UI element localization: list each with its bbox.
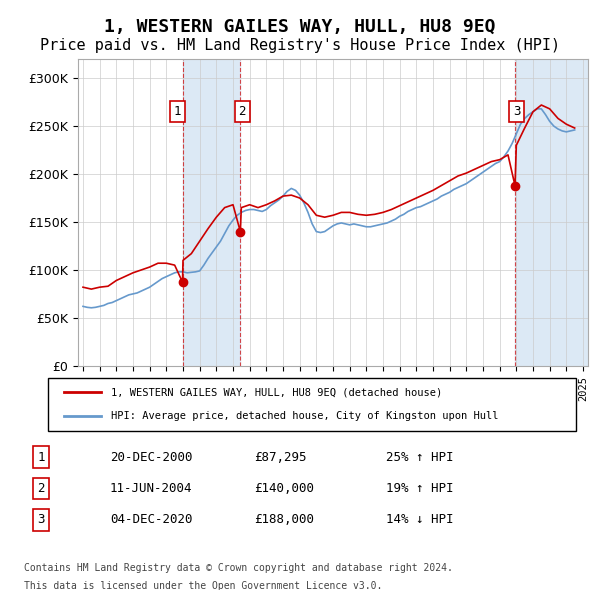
Text: 20-DEC-2000: 20-DEC-2000 bbox=[110, 451, 193, 464]
Bar bbox=[515, 59, 592, 366]
Text: 1: 1 bbox=[174, 105, 181, 118]
Text: This data is licensed under the Open Government Licence v3.0.: This data is licensed under the Open Gov… bbox=[24, 581, 382, 590]
Text: 14% ↓ HPI: 14% ↓ HPI bbox=[386, 513, 454, 526]
Text: 3: 3 bbox=[513, 105, 520, 118]
Text: 25% ↑ HPI: 25% ↑ HPI bbox=[386, 451, 454, 464]
Text: 11-JUN-2004: 11-JUN-2004 bbox=[110, 482, 193, 495]
Text: 2: 2 bbox=[37, 482, 44, 495]
Text: £87,295: £87,295 bbox=[254, 451, 307, 464]
Text: £140,000: £140,000 bbox=[254, 482, 314, 495]
Text: HPI: Average price, detached house, City of Kingston upon Hull: HPI: Average price, detached house, City… bbox=[112, 411, 499, 421]
Text: 1, WESTERN GAILES WAY, HULL, HU8 9EQ: 1, WESTERN GAILES WAY, HULL, HU8 9EQ bbox=[104, 18, 496, 36]
Text: £188,000: £188,000 bbox=[254, 513, 314, 526]
Text: 1: 1 bbox=[37, 451, 44, 464]
Text: Price paid vs. HM Land Registry's House Price Index (HPI): Price paid vs. HM Land Registry's House … bbox=[40, 38, 560, 53]
Text: 2: 2 bbox=[238, 105, 246, 118]
FancyBboxPatch shape bbox=[48, 378, 576, 431]
Text: 1, WESTERN GAILES WAY, HULL, HU8 9EQ (detached house): 1, WESTERN GAILES WAY, HULL, HU8 9EQ (de… bbox=[112, 388, 443, 398]
Text: 3: 3 bbox=[37, 513, 44, 526]
Bar bbox=[182, 59, 241, 366]
Text: 04-DEC-2020: 04-DEC-2020 bbox=[110, 513, 193, 526]
Text: Contains HM Land Registry data © Crown copyright and database right 2024.: Contains HM Land Registry data © Crown c… bbox=[24, 563, 453, 573]
Text: 19% ↑ HPI: 19% ↑ HPI bbox=[386, 482, 454, 495]
